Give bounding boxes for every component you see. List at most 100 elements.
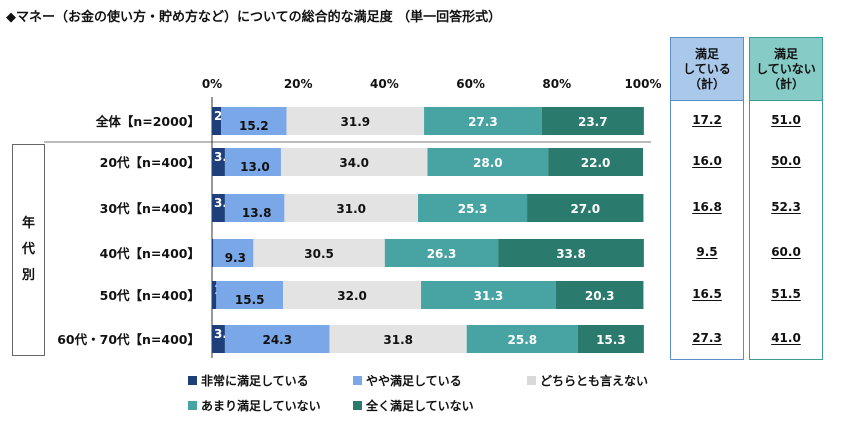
bar-segment xyxy=(212,281,217,309)
dissatisfied-total-header: 満足 していない （計） xyxy=(749,37,823,101)
data-label: 13.0 xyxy=(240,160,270,174)
data-label: 9.3 xyxy=(225,251,246,265)
satisfied-total-value: 16.0 xyxy=(692,154,722,168)
satisfied-header-line-1: 満足 xyxy=(694,46,719,61)
data-label: 25.8 xyxy=(508,333,538,347)
bar-segment xyxy=(284,194,419,222)
bar-segment xyxy=(283,281,422,309)
dissatisfied-total-value: 51.0 xyxy=(771,113,801,127)
dissatisfied-total-value: 60.0 xyxy=(771,245,801,259)
satisfied-total-value: 17.2 xyxy=(692,113,722,127)
age-group-label: 年 代 別 xyxy=(12,144,45,356)
satisfied-header-line-2: している xyxy=(683,61,731,76)
data-label: 31.9 xyxy=(341,115,371,129)
data-label: 15.5 xyxy=(235,293,265,307)
x-tick-label: 0% xyxy=(202,77,222,91)
chart-title: ◆マネー（お金の使い方・貯め方など）についての総合的な満足度 （単一回答形式） xyxy=(6,10,502,25)
data-label: 25.3 xyxy=(458,202,488,216)
bar-segment xyxy=(329,325,467,353)
bar-segment xyxy=(212,194,225,222)
bar-segment xyxy=(427,148,549,176)
row-label: 30代【n=400】 xyxy=(100,201,200,216)
data-label: 33.8 xyxy=(556,247,586,261)
dissatisfied-header-line-2: していない xyxy=(756,61,816,76)
satisfied-total-header: 満足 している （計） xyxy=(670,37,744,101)
legend-item: 非常に満足している xyxy=(188,372,309,389)
bar-segment xyxy=(212,325,225,353)
dissatisfied-total-value: 51.5 xyxy=(771,287,801,301)
bar-segment xyxy=(216,281,284,309)
legend-swatch xyxy=(353,401,362,410)
bar-segment xyxy=(527,194,644,222)
bar-segment xyxy=(555,281,644,309)
bar-segment xyxy=(384,239,499,267)
bar-segment xyxy=(421,281,556,309)
data-label: 27.3 xyxy=(468,115,498,129)
data-label: 32.0 xyxy=(337,289,367,303)
legend-label: どちらとも言えない xyxy=(540,374,649,388)
satisfied-total-column xyxy=(670,100,744,360)
legend-swatch xyxy=(188,401,197,410)
dissatisfied-total-value: 52.3 xyxy=(771,200,801,214)
dissatisfied-header-line-3: （計） xyxy=(767,76,804,91)
satisfied-total-value: 27.3 xyxy=(692,331,722,345)
legend-item: あまり満足していない xyxy=(188,397,321,414)
satisfied-total-value: 16.8 xyxy=(692,200,722,214)
data-label: 31.0 xyxy=(336,202,366,216)
legend-swatch xyxy=(353,376,362,385)
data-label: 28.0 xyxy=(473,156,503,170)
row-label: 50代【n=400】 xyxy=(100,288,200,303)
bar-segment xyxy=(224,325,330,353)
data-label: 15.3 xyxy=(596,333,626,347)
bar-segment xyxy=(286,107,425,135)
age-group-char-1: 年 xyxy=(21,216,35,231)
data-label: 27.0 xyxy=(570,202,600,216)
data-label: 23.7 xyxy=(578,115,608,129)
row-label: 全体【n=2000】 xyxy=(95,114,200,129)
bar-segment xyxy=(424,107,542,135)
data-label: 31.3 xyxy=(474,289,504,303)
x-tick-label: 40% xyxy=(370,77,399,91)
row-label: 20代【n=400】 xyxy=(100,155,200,170)
satisfied-header-line-3: （計） xyxy=(688,76,725,91)
data-label: 26.3 xyxy=(427,247,457,261)
bar-segment xyxy=(221,107,287,135)
legend-item: 全く満足していない xyxy=(353,397,474,414)
bar-segment xyxy=(212,239,214,267)
satisfied-total-value: 16.5 xyxy=(692,287,722,301)
x-tick-label: 60% xyxy=(456,77,485,91)
dissatisfied-total-value: 41.0 xyxy=(771,331,801,345)
bar-segment xyxy=(418,194,528,222)
age-group-char-3: 別 xyxy=(21,268,35,283)
bar-segment xyxy=(466,325,578,353)
legend-label: やや満足している xyxy=(366,374,462,388)
bar-segment xyxy=(577,325,644,353)
x-tick-label: 100% xyxy=(624,77,661,91)
row-label: 40代【n=400】 xyxy=(100,246,200,261)
x-tick-label: 20% xyxy=(284,77,313,91)
bar-segment xyxy=(224,194,285,222)
dissatisfied-total-column xyxy=(749,100,823,360)
legend-swatch xyxy=(188,376,197,385)
data-label: 30.5 xyxy=(304,247,334,261)
x-tick-label: 80% xyxy=(542,77,571,91)
data-label: 13.8 xyxy=(242,206,272,220)
data-label: 24.3 xyxy=(262,333,292,347)
bar-segment xyxy=(253,239,385,267)
dissatisfied-header-line-1: 満足 xyxy=(773,46,798,61)
data-label: 31.8 xyxy=(383,333,413,347)
bar-segment xyxy=(498,239,644,267)
legend-label: 全く満足していない xyxy=(366,399,474,413)
data-label: 22.0 xyxy=(581,156,611,170)
bar-segment xyxy=(280,148,428,176)
legend-label: あまり満足していない xyxy=(201,399,321,413)
bar-segment xyxy=(224,148,281,176)
data-label: 34.0 xyxy=(339,156,369,170)
age-group-char-2: 代 xyxy=(21,242,35,257)
legend-swatch xyxy=(527,376,536,385)
data-label: 15.2 xyxy=(239,119,269,133)
legend-label: 非常に満足している xyxy=(201,374,309,388)
bar-segment xyxy=(541,107,644,135)
bar-segment xyxy=(213,239,254,267)
bar-segment xyxy=(212,107,222,135)
